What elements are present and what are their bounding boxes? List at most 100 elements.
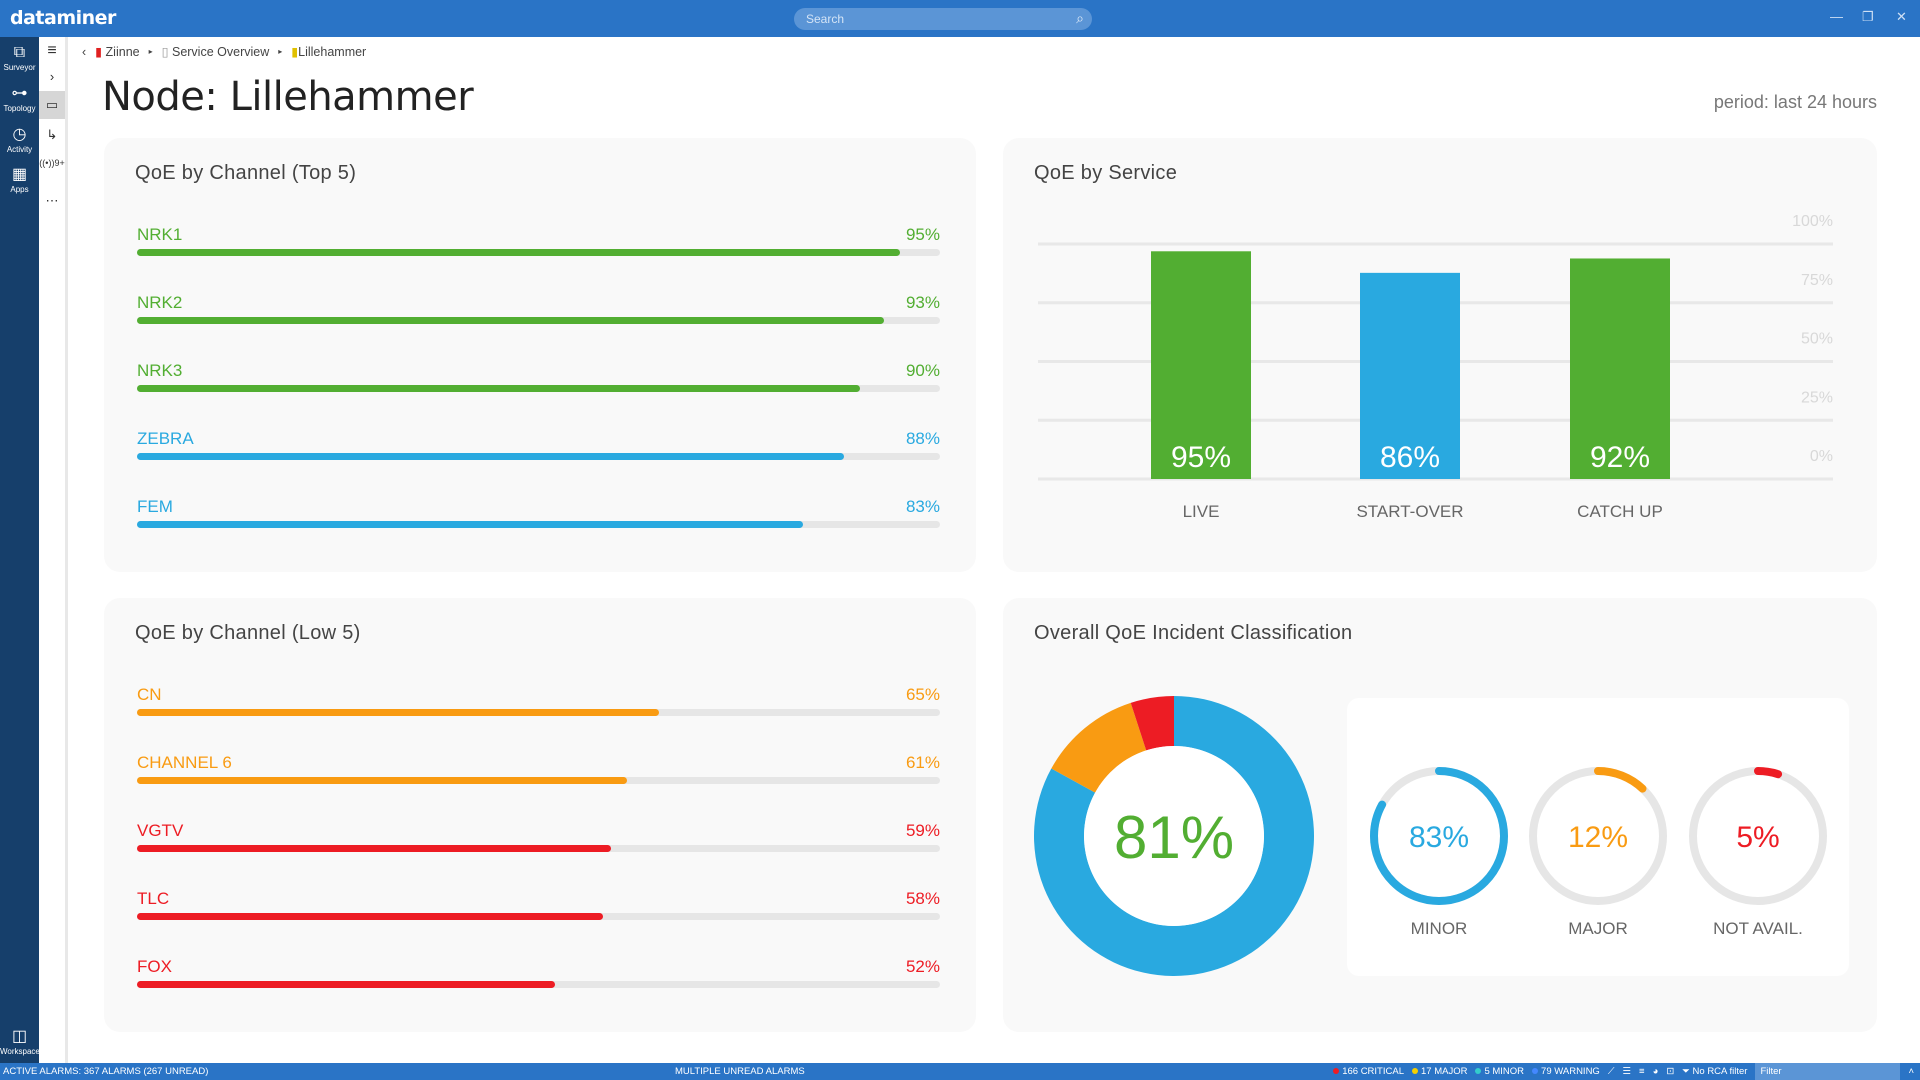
channel-value: 93% (905, 293, 940, 312)
more-icon[interactable]: ⋯ (45, 193, 59, 208)
y-tick-label: 100% (1792, 213, 1833, 230)
restore-icon[interactable]: ❐ (1862, 9, 1874, 24)
hamburger-menu-icon[interactable]: ≡ (47, 42, 57, 59)
trend-icon[interactable]: ⟋ (1607, 1066, 1615, 1077)
bar (1360, 272, 1460, 479)
card-incident-classification: Overall QoE Incident Classification 81% … (1003, 598, 1877, 1032)
breadcrumb-label: Service Overview (171, 45, 270, 59)
card-low5: QoE by Channel (Low 5) CN 65% CHANNEL 6 … (104, 598, 976, 1032)
bar-data-label: 95% (1171, 441, 1231, 474)
gauge-value: 83% (1409, 821, 1469, 854)
bar-chart: 0% 25% 50% 75% 100% 95% LIVE 86% START-OVER 92% CA… (1038, 213, 1833, 521)
rca-filter[interactable]: ⏷ No RCA filter (1682, 1066, 1748, 1077)
rail-item-activity[interactable]: ◷ Activity (0, 125, 39, 154)
service-icon: ▮ (291, 45, 299, 59)
card-title: QoE by Channel (Low 5) (135, 622, 361, 644)
active-alarms[interactable]: ACTIVE ALARMS: 367 ALARMS (267 UNREAD) (3, 1066, 209, 1077)
progress-fill (137, 521, 804, 528)
unread-alarms[interactable]: MULTIPLE UNREAD ALARMS (675, 1066, 805, 1077)
gauge-arc (1529, 767, 1667, 905)
progress-fill (137, 385, 860, 392)
progress-track (137, 845, 940, 852)
rail-label: Surveyor (3, 63, 36, 72)
gauge-value: 12% (1568, 821, 1628, 854)
period-label: period: last 24 hours (1713, 92, 1877, 112)
progress-fill (137, 913, 603, 920)
view-icon: ▯ (161, 45, 169, 59)
alarm-badge[interactable]: ((•))9+ (39, 158, 65, 168)
progress-track (137, 453, 940, 460)
progress-track (137, 317, 940, 324)
pie-icon[interactable]: ◕ (1652, 1066, 1659, 1077)
channel-name: NRK3 (137, 361, 183, 380)
donut-chart: 81% (1034, 696, 1314, 976)
breadcrumb-item[interactable]: ▯ Service Overview (162, 44, 270, 59)
badge-count: 9+ (54, 158, 65, 168)
channel-row: CHANNEL 6 61% (137, 753, 940, 793)
channel-row: NRK3 90% (137, 361, 940, 401)
gauge-value: 5% (1736, 821, 1779, 854)
channel-row: VGTV 59% (137, 821, 940, 861)
monitor-icon[interactable]: ▭ (39, 91, 65, 119)
progress-fill (137, 249, 900, 256)
progress-fill (137, 777, 627, 784)
status-bar: ACTIVE ALARMS: 367 ALARMS (267 UNREAD) M… (0, 1063, 1920, 1080)
collapse-chevron-icon[interactable]: ˄ (1908, 1066, 1914, 1077)
rail-label: Apps (10, 185, 29, 194)
minimize-icon[interactable]: — (1830, 9, 1843, 24)
breadcrumb-label: Ziinne (105, 45, 140, 59)
channel-value: 90% (905, 361, 940, 380)
channel-name: FEM (137, 497, 173, 516)
channel-value: 59% (905, 821, 940, 840)
minor-count[interactable]: 5 MINOR (1475, 1066, 1524, 1077)
apps-icon: ▦ (11, 166, 28, 183)
channel-value: 58% (905, 889, 940, 908)
filter-input[interactable]: Filter (1755, 1063, 1901, 1080)
channel-name: NRK1 (137, 225, 183, 244)
channel-value: 52% (905, 957, 940, 976)
gauge-panel: 83% 12% 5% MINOR MAJOR NOT AVAIL. (1347, 698, 1849, 976)
progress-track (137, 521, 940, 528)
channel-row: FEM 83% (137, 497, 940, 537)
back-icon[interactable]: ‹ (82, 44, 87, 59)
critical-count[interactable]: 166 CRITICAL (1333, 1066, 1404, 1077)
progress-track (137, 249, 940, 256)
gauge-arc (1370, 767, 1508, 905)
list-view-icon[interactable]: ☰ (1622, 1066, 1632, 1077)
rail-item-surveyor[interactable]: ⧉ Surveyor (0, 43, 39, 72)
channel-name: CN (137, 685, 162, 704)
channel-name: ZEBRA (137, 429, 194, 448)
breadcrumb-item[interactable]: ▮ Ziinne (95, 44, 139, 59)
rail-item-apps[interactable]: ▦ Apps (0, 165, 39, 194)
card-title: QoE by Channel (Top 5) (135, 162, 357, 184)
focus-icon[interactable]: ⊡ (1666, 1066, 1675, 1077)
search-input[interactable]: Search ⌕ (794, 8, 1092, 30)
bar (1570, 258, 1670, 479)
channel-row: NRK2 93% (137, 293, 940, 333)
major-count[interactable]: 17 MAJOR (1411, 1066, 1467, 1077)
search-icon[interactable]: ⌕ (1076, 10, 1084, 26)
rail-item-workspace[interactable]: ◫ Workspace (0, 1027, 40, 1056)
breadcrumb-item[interactable]: ▮Lillehammer (291, 44, 366, 59)
rail-label: Activity (6, 145, 33, 154)
y-tick-label: 0% (1810, 448, 1833, 465)
y-tick-label: 50% (1801, 331, 1833, 348)
route-icon[interactable]: ↳ (46, 127, 58, 142)
progress-track (137, 981, 940, 988)
view-icon: ▮ (95, 45, 103, 59)
sort-icon[interactable]: ≡ (1639, 1066, 1645, 1077)
donut-slice (1051, 702, 1147, 793)
status-right-group: 166 CRITICAL 17 MAJOR 5 MINOR 79 WARNING… (1333, 1063, 1920, 1080)
top-bar: dataminer Search ⌕ — ❐ ✕ (0, 0, 1920, 37)
donut-hole (1084, 746, 1264, 926)
close-icon[interactable]: ✕ (1896, 9, 1907, 24)
channel-row: FOX 52% (137, 957, 940, 997)
expand-chevron-icon[interactable]: › (49, 69, 55, 84)
gauge-arc (1689, 767, 1827, 905)
secondary-sidebar: ≡ › ▭ ↳ ((•))9+ ⋯ (39, 37, 68, 1063)
progress-track (137, 777, 940, 784)
donut-slice (1130, 696, 1174, 751)
rail-label: Workspace (0, 1047, 40, 1056)
warning-count[interactable]: 79 WARNING (1532, 1066, 1600, 1077)
rail-item-topology[interactable]: ⊶ Topology (0, 84, 39, 113)
